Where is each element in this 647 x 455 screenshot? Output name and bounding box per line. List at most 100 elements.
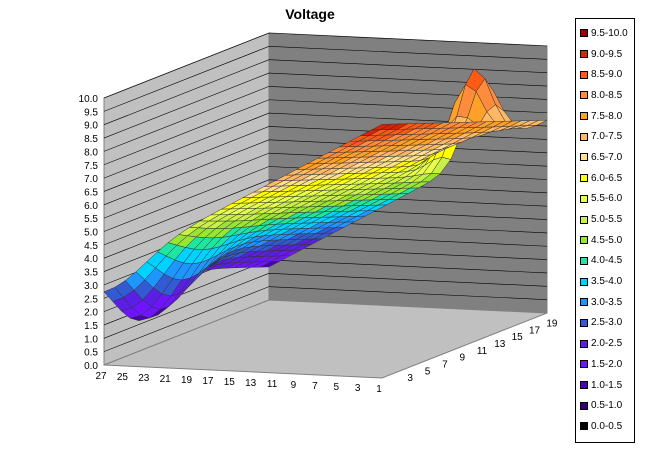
- legend-item: 9.5-10.0: [576, 23, 634, 44]
- legend-swatch: [580, 29, 588, 38]
- chart-legend: 9.5-10.0 9.0-9.5 8.5-9.0 8.0-8.5 7.5-8.0 7.0-…: [575, 18, 635, 443]
- legend-item: 3.0-3.5: [576, 292, 634, 313]
- legend-swatch: [580, 277, 588, 286]
- gridline: [103, 72, 548, 139]
- legend-item: 2.0-2.5: [576, 333, 634, 354]
- x-tick-label: 17: [202, 376, 214, 387]
- gridline: [103, 272, 548, 339]
- y-tick-label: 7: [442, 359, 448, 370]
- y-tick-label: 5: [425, 366, 431, 377]
- legend-item: 8.0-8.5: [576, 85, 634, 106]
- x-tick-label: 27: [95, 371, 107, 382]
- legend-label: 3.0-3.5: [591, 296, 623, 308]
- gridline: [103, 179, 548, 246]
- z-tick-label: 5.5: [84, 214, 98, 225]
- legend-label: 6.5-7.0: [591, 151, 623, 163]
- z-tick-label: 7.0: [84, 174, 98, 185]
- z-tick-label: 8.0: [84, 147, 98, 158]
- legend-swatch: [580, 360, 588, 369]
- x-tick-label: 21: [160, 374, 172, 385]
- z-tick-label: 2.5: [84, 294, 98, 305]
- legend-item: 5.0-5.5: [576, 209, 634, 230]
- z-tick-label: 7.5: [84, 161, 98, 172]
- z-tick-label: 9.0: [84, 121, 98, 132]
- legend-item: 4.0-4.5: [576, 251, 634, 272]
- gridline: [103, 152, 548, 219]
- legend-swatch: [580, 153, 588, 162]
- gridline: [103, 46, 548, 112]
- z-tick-label: 6.5: [84, 187, 98, 198]
- legend-label: 8.0-8.5: [591, 89, 623, 101]
- x-tick-label: 3: [355, 383, 361, 394]
- legend-item: 1.0-1.5: [576, 375, 634, 396]
- legend-label: 6.0-6.5: [591, 172, 623, 184]
- z-tick-label: 0.5: [84, 348, 98, 359]
- legend-label: 4.0-4.5: [591, 255, 623, 267]
- legend-swatch: [580, 318, 588, 327]
- z-tick-label: 0.0: [84, 361, 98, 372]
- legend-item: 2.5-3.0: [576, 313, 634, 334]
- gridline: [103, 286, 548, 352]
- legend-label: 2.5-3.0: [591, 317, 623, 329]
- legend-swatch: [580, 215, 588, 224]
- legend-label: 1.5-2.0: [591, 358, 623, 370]
- legend-label: 2.0-2.5: [591, 338, 623, 350]
- legend-swatch: [580, 401, 588, 410]
- z-tick-label: 1.5: [84, 321, 98, 332]
- legend-swatch: [580, 298, 588, 307]
- y-tick-label: 3: [407, 373, 413, 384]
- legend-item: 0.0-0.5: [576, 416, 634, 437]
- surface-cell: [371, 123, 391, 131]
- y-tick-label: 11: [477, 346, 488, 357]
- legend-label: 5.5-6.0: [591, 193, 623, 205]
- z-tick-label: 5.0: [84, 228, 98, 239]
- legend-label: 4.5-5.0: [591, 234, 623, 246]
- z-tick-label: 2.0: [84, 308, 98, 319]
- legend-item: 7.0-7.5: [576, 126, 634, 147]
- legend-item: 6.5-7.0: [576, 147, 634, 168]
- z-tick-label: 6.0: [84, 201, 98, 212]
- legend-swatch: [580, 112, 588, 121]
- legend-label: 7.5-8.0: [591, 110, 623, 122]
- y-tick-label: 19: [546, 318, 558, 329]
- x-tick-label: 11: [267, 379, 278, 390]
- legend-item: 6.0-6.5: [576, 168, 634, 189]
- legend-label: 7.0-7.5: [591, 131, 623, 143]
- legend-swatch: [580, 236, 588, 245]
- x-tick-label: 13: [245, 378, 257, 389]
- y-tick-label: 13: [494, 339, 506, 350]
- legend-swatch: [580, 339, 588, 348]
- legend-label: 9.0-9.5: [591, 48, 623, 60]
- legend-label: 5.0-5.5: [591, 214, 623, 226]
- x-tick-label: 19: [181, 375, 193, 386]
- z-tick-label: 8.5: [84, 134, 98, 145]
- z-tick-label: 3.5: [84, 268, 98, 279]
- chart-title: Voltage: [285, 6, 335, 22]
- x-tick-label: 15: [224, 377, 236, 388]
- x-tick-label: 23: [138, 373, 150, 384]
- y-tick-label: 17: [529, 325, 541, 336]
- legend-label: 1.0-1.5: [591, 379, 623, 391]
- z-tick-label: 1.0: [84, 334, 98, 345]
- legend-label: 3.5-4.0: [591, 276, 623, 288]
- legend-item: 4.5-5.0: [576, 230, 634, 251]
- legend-swatch: [580, 91, 588, 100]
- legend-swatch: [580, 194, 588, 203]
- z-tick-label: 4.0: [84, 254, 98, 265]
- legend-swatch: [580, 132, 588, 141]
- gridline: [103, 166, 548, 232]
- legend-item: 3.5-4.0: [576, 271, 634, 292]
- z-tick-label: 4.5: [84, 241, 98, 252]
- legend-swatch: [580, 422, 588, 431]
- legend-swatch: [580, 256, 588, 265]
- legend-item: 8.5-9.0: [576, 64, 634, 85]
- x-tick-label: 9: [291, 380, 297, 391]
- floor: [103, 299, 548, 379]
- legend-label: 0.0-0.5: [591, 420, 623, 432]
- legend-swatch: [580, 174, 588, 183]
- legend-item: 1.5-2.0: [576, 354, 634, 375]
- legend-swatch: [580, 50, 588, 59]
- legend-item: 5.5-6.0: [576, 189, 634, 210]
- legend-item: 7.5-8.0: [576, 106, 634, 127]
